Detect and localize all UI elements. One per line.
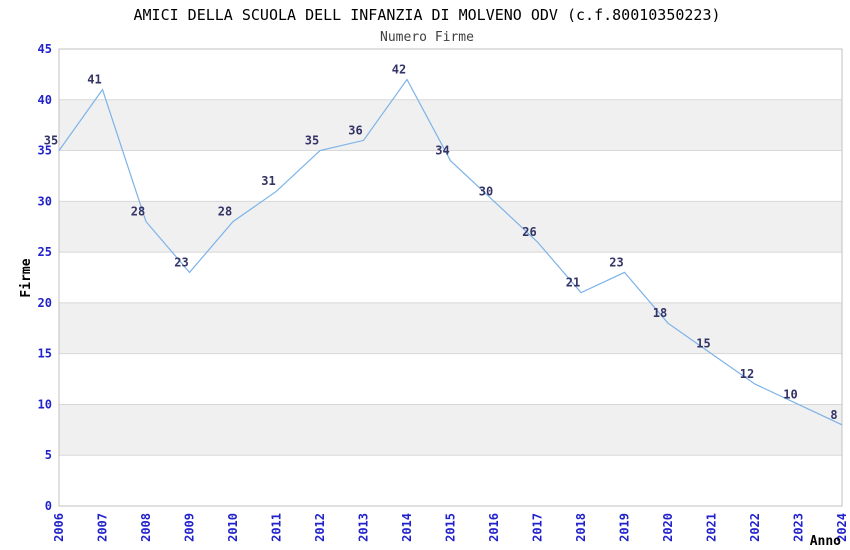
data-point-label: 35 [305, 134, 319, 148]
y-tick-label: 0 [45, 499, 52, 513]
x-tick-label: 2018 [574, 513, 588, 542]
y-tick-label: 25 [38, 245, 52, 259]
x-axis-tick-labels: 2006 2007 2008 2009 2010 2011 2012 2013 2014 2015… [52, 513, 849, 542]
data-point-label: 36 [348, 123, 362, 137]
x-axis-title: Anno [810, 534, 841, 549]
data-point-label: 35 [44, 134, 58, 148]
x-tick-label: 2024 [835, 513, 849, 542]
plot-border [58, 48, 843, 507]
data-point-label: 31 [261, 174, 275, 188]
x-tick-label: 2009 [183, 513, 197, 542]
y-tick-label: 15 [38, 347, 52, 361]
x-tick-label: 2016 [487, 513, 501, 542]
x-tick-label: 2013 [357, 513, 371, 542]
y-tick-label: 45 [38, 42, 52, 56]
series-layer [58, 78, 843, 426]
x-tick-label: 2006 [52, 513, 66, 542]
grid-band [59, 302, 842, 354]
data-point-label: 41 [87, 73, 101, 87]
grid-band [59, 99, 842, 151]
x-tick-label: 2012 [313, 513, 327, 542]
series-line [58, 78, 843, 426]
y-tick-label: 40 [38, 93, 52, 107]
y-tick-label: 30 [38, 194, 52, 208]
x-tick-label: 2023 [792, 513, 806, 542]
x-tick-label: 2011 [270, 513, 284, 542]
data-point-label: 23 [609, 255, 623, 269]
x-tick-label: 2014 [400, 513, 414, 542]
data-point-label: 23 [174, 255, 188, 269]
y-axis-tick-labels: 0 5 10 15 20 25 30 35 40 45 [38, 42, 52, 513]
data-point-label: 34 [435, 144, 449, 158]
data-point-label: 28 [218, 205, 232, 219]
x-tick-label: 2015 [444, 513, 458, 542]
y-tick-label: 35 [38, 144, 52, 158]
chart-subtitle: Numero Firme [380, 30, 474, 45]
x-tick-label: 2010 [226, 513, 240, 542]
data-point-labels: 35 41 28 23 28 31 35 36 42 34 30 26 21 23 18 15 12 10 8 [44, 62, 838, 421]
data-point-label: 21 [566, 276, 580, 290]
data-point-label: 18 [653, 306, 667, 320]
data-point-label: 30 [479, 184, 493, 198]
y-tick-label: 10 [38, 397, 52, 411]
x-tick-label: 2021 [705, 513, 719, 542]
data-point-label: 10 [783, 387, 797, 401]
grid-band [59, 201, 842, 253]
x-tick-label: 2022 [748, 513, 762, 542]
data-point-label: 26 [522, 225, 536, 239]
data-point-label: 28 [131, 205, 145, 219]
data-point-label: 15 [696, 337, 710, 351]
y-axis-title: Firme [19, 258, 34, 297]
chart-title: AMICI DELLA SCUOLA DELL INFANZIA DI MOLV… [134, 6, 721, 24]
y-tick-label: 20 [38, 296, 52, 310]
x-tick-label: 2019 [618, 513, 632, 542]
x-tick-label: 2008 [139, 513, 153, 542]
data-point-label: 42 [392, 62, 406, 76]
x-tick-label: 2020 [661, 513, 675, 542]
x-tick-label: 2017 [531, 513, 545, 542]
data-point-label: 12 [740, 367, 754, 381]
grid-band [59, 404, 842, 456]
y-tick-label: 5 [45, 448, 52, 462]
x-tick-label: 2007 [96, 513, 110, 542]
grid-bands-layer [59, 99, 842, 456]
data-point-label: 8 [830, 408, 837, 422]
gridlines-layer [59, 99, 842, 456]
